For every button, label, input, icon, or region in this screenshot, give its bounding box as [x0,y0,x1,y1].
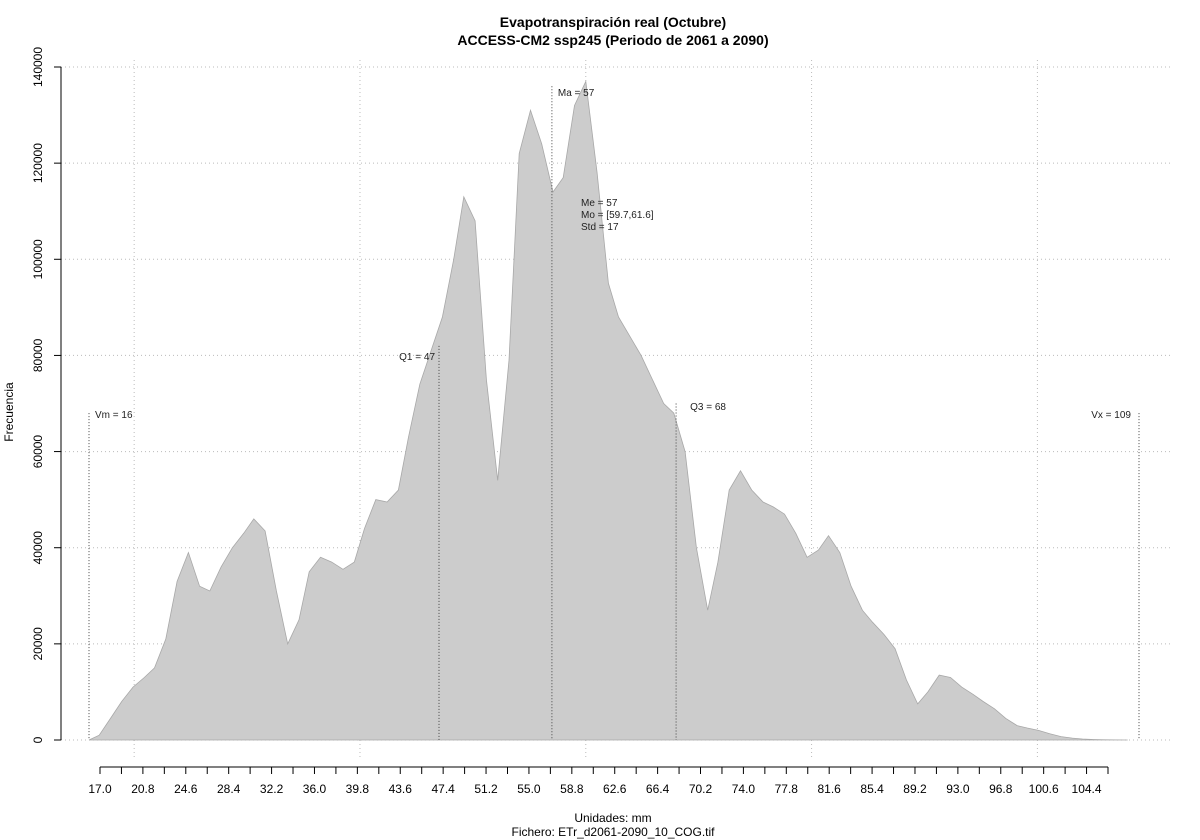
x-tick-label-19: 89.2 [903,782,927,796]
x-tick-label-13: 66.4 [646,782,670,796]
x-tick-label-23: 104.4 [1072,782,1102,796]
x-tick-label-3: 28.4 [217,782,241,796]
y-tick-label-4: 80000 [31,338,45,372]
x-tick-label-16: 77.8 [775,782,799,796]
y-tick-label-0: 0 [31,736,45,743]
file-caption: Fichero: ETr_d2061-2090_10_COG.tif [512,825,716,839]
x-tick-label-15: 74.0 [732,782,756,796]
x-tick-label-18: 85.4 [860,782,884,796]
x-tick-label-10: 55.0 [517,782,541,796]
x-tick-label-11: 58.8 [560,782,584,796]
chart-title: Evapotranspiración real (Octubre) [500,14,726,30]
x-tick-label-21: 96.8 [989,782,1013,796]
marker-label-3: Q3 = 68 [690,402,726,413]
y-tick-label-1: 20000 [31,627,45,661]
y-tick-label-2: 40000 [31,531,45,565]
x-tick-label-20: 93.0 [946,782,970,796]
x-tick-label-17: 81.6 [818,782,842,796]
x-tick-label-7: 43.6 [389,782,413,796]
x-tick-label-12: 62.6 [603,782,627,796]
stats-median: Me = 57 [581,198,618,209]
y-tick-label-3: 60000 [31,435,45,469]
x-tick-label-14: 70.2 [689,782,713,796]
x-tick-label-6: 39.8 [346,782,370,796]
marker-label-0: Vm = 16 [95,410,133,421]
x-tick-label-8: 47.4 [431,782,455,796]
stats-box: Me = 57 Mo = [59.7,61.6] Std = 17 [581,198,654,233]
x-tick-label-0: 17.0 [88,782,112,796]
marker-label-2: Ma = 57 [558,88,595,99]
x-tick-label-5: 36.0 [303,782,327,796]
y-tick-label-6: 120000 [31,143,45,183]
frequency-area-shape [88,79,1128,741]
x-tick-label-1: 20.8 [131,782,155,796]
y-tick-label-7: 140000 [31,47,45,87]
x-tick-label-2: 24.6 [174,782,198,796]
stats-std: Std = 17 [581,222,619,233]
statistic-markers: Vm = 16 Q1 = 47 Ma = 57 Q3 = 68 Vx = 109 [88,86,1140,740]
x-axis-label: Unidades: mm [574,811,651,825]
x-tick-label-22: 100.6 [1029,782,1059,796]
marker-label-4: Vx = 109 [1091,410,1131,421]
stats-mode: Mo = [59.7,61.6] [581,210,654,221]
x-tick-label-4: 32.2 [260,782,284,796]
marker-label-1: Q1 = 47 [399,352,435,363]
axes: 0 20000 40000 60000 80000 100000 120000 140000 1… [31,47,1109,796]
frequency-area [88,79,1128,741]
chart-subtitle: ACCESS-CM2 ssp245 (Periodo de 2061 a 209… [457,32,768,48]
x-tick-label-9: 51.2 [474,782,498,796]
y-tick-label-5: 100000 [31,239,45,279]
y-axis-label: Frecuencia [2,382,16,442]
